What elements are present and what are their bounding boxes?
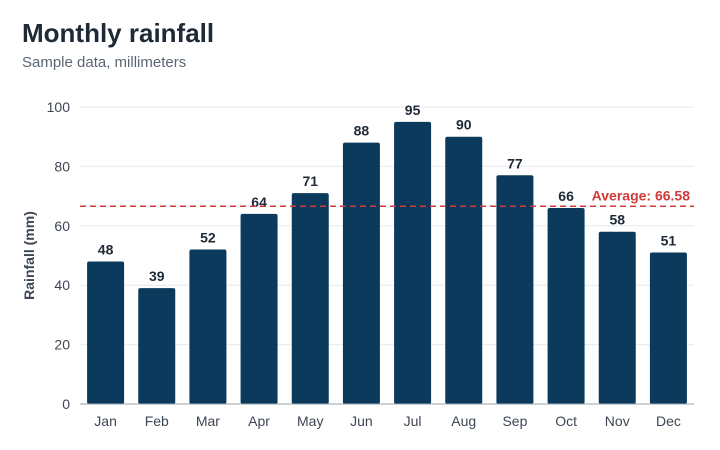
x-tick-mar: Mar: [196, 413, 220, 429]
x-tick-sep: Sep: [502, 413, 527, 429]
data-label-jul: 95: [405, 102, 421, 118]
bar-dec: [649, 252, 687, 404]
bar-mar: [189, 249, 227, 404]
y-axis-ticks: 0 20 40 60 80 100: [47, 99, 71, 412]
x-tick-nov: Nov: [605, 413, 630, 429]
data-label-jan: 48: [98, 241, 114, 257]
bars: [87, 121, 687, 404]
bar-feb: [138, 288, 176, 404]
data-label-oct: 66: [558, 188, 574, 204]
x-tick-jan: Jan: [94, 413, 117, 429]
y-tick-20: 20: [54, 337, 70, 353]
bar-jul: [394, 121, 432, 404]
data-label-dec: 51: [661, 233, 677, 249]
data-label-nov: 58: [609, 212, 625, 228]
y-tick-40: 40: [54, 277, 70, 293]
x-axis-ticks: Jan Feb Mar Apr May Jun Jul Aug Sep Oct Nov Dec: [94, 413, 681, 429]
chart-subtitle: Sample data, millimeters: [22, 54, 187, 71]
bar-sep: [496, 175, 534, 404]
y-tick-60: 60: [54, 218, 70, 234]
y-tick-0: 0: [62, 396, 70, 412]
grid-lines: [80, 106, 694, 346]
y-axis-label: Rainfall (mm): [21, 211, 37, 300]
x-tick-oct: Oct: [555, 413, 577, 429]
data-label-aug: 90: [456, 117, 472, 133]
bar-jun: [342, 142, 380, 404]
data-label-mar: 52: [200, 230, 216, 246]
bar-may: [291, 193, 329, 404]
x-tick-apr: Apr: [248, 413, 270, 429]
data-label-may: 71: [302, 173, 318, 189]
y-tick-80: 80: [54, 158, 70, 174]
bar-jan: [87, 261, 125, 404]
bar-apr: [240, 213, 278, 404]
x-tick-jun: Jun: [350, 413, 373, 429]
data-labels: 48 39 52 64 71 88 95 90 77 66 58 51: [98, 102, 677, 284]
x-tick-may: May: [297, 413, 323, 429]
average-label: Average: 66.58: [592, 187, 691, 203]
bar-nov: [598, 231, 636, 404]
bar-aug: [445, 136, 483, 404]
bar-oct: [547, 207, 585, 404]
chart-title: Monthly rainfall: [22, 18, 215, 48]
y-tick-100: 100: [47, 99, 71, 115]
data-label-apr: 64: [251, 194, 267, 210]
average-line-group: Average: 66.58: [80, 187, 694, 208]
data-label-jun: 88: [354, 123, 370, 139]
x-tick-jul: Jul: [404, 413, 422, 429]
x-tick-feb: Feb: [145, 413, 169, 429]
data-label-feb: 39: [149, 268, 165, 284]
x-tick-aug: Aug: [451, 413, 476, 429]
x-tick-dec: Dec: [656, 413, 681, 429]
data-label-sep: 77: [507, 155, 523, 171]
